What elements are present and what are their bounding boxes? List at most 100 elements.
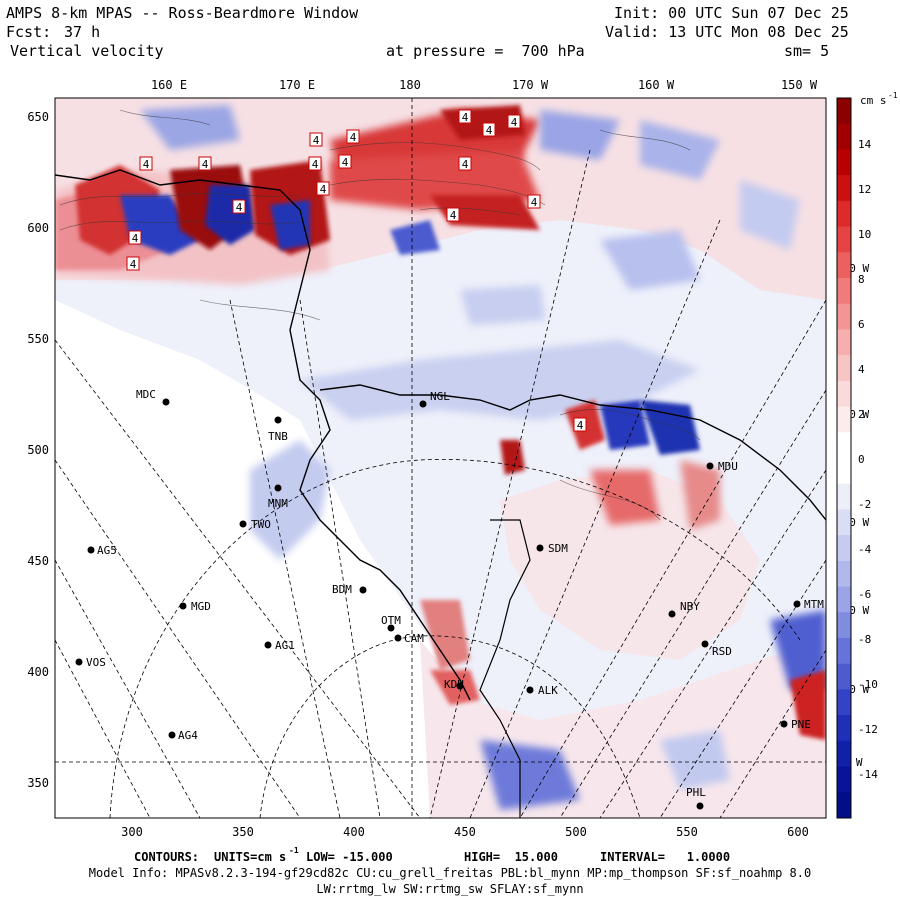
contour-label: 4 bbox=[527, 194, 541, 209]
contours-label: CONTOURS: bbox=[134, 850, 200, 864]
x-axis: 300 350 400 450 500 550 600 bbox=[121, 825, 809, 839]
contour-label: 4 bbox=[458, 156, 472, 171]
colorbar-segment bbox=[837, 149, 851, 176]
svg-text:MNM: MNM bbox=[268, 497, 288, 510]
y-tick: 600 bbox=[27, 221, 49, 235]
station-marker[interactable]: MDU bbox=[706, 460, 738, 473]
vertical-velocity-field bbox=[55, 98, 826, 818]
y-tick: 500 bbox=[27, 443, 49, 457]
colorbar-segment bbox=[837, 792, 851, 819]
station-marker[interactable]: CAM bbox=[394, 632, 425, 645]
station-marker[interactable]: AG5 bbox=[87, 544, 117, 557]
forecast-label: Fcst: bbox=[6, 23, 52, 41]
colorbar-label: -12 bbox=[858, 723, 878, 736]
station-marker[interactable]: NBY bbox=[668, 600, 701, 618]
station-marker[interactable]: OTM bbox=[381, 614, 401, 632]
colorbar-segment bbox=[837, 355, 851, 382]
svg-text:CAM: CAM bbox=[404, 632, 424, 645]
plot-frame bbox=[54, 97, 827, 819]
contour-label: 4 bbox=[198, 156, 212, 171]
colorbar-segment bbox=[837, 200, 851, 228]
svg-text:4: 4 bbox=[312, 158, 319, 171]
station-marker[interactable]: TWO bbox=[239, 518, 271, 531]
svg-text:4: 4 bbox=[486, 124, 493, 137]
svg-text:4: 4 bbox=[462, 158, 469, 171]
contour-label: 4 bbox=[458, 109, 472, 124]
interval-value: INTERVAL= 1.0000 bbox=[600, 850, 731, 864]
colorbar-segment bbox=[837, 586, 851, 613]
station-marker[interactable]: KDH bbox=[444, 678, 464, 691]
colorbar-segment bbox=[837, 740, 851, 768]
station-marker[interactable]: MGD bbox=[179, 600, 211, 613]
smoothing-value: sm= 5 bbox=[784, 42, 830, 60]
colorbar-units-label: cm s bbox=[860, 94, 887, 107]
svg-text:4: 4 bbox=[350, 131, 357, 144]
x-tick: 300 bbox=[121, 825, 143, 839]
x-tick: 550 bbox=[676, 825, 698, 839]
station-marker[interactable]: BDM bbox=[332, 583, 367, 596]
station-marker[interactable]: AG4 bbox=[168, 729, 199, 742]
colorbar-segment bbox=[837, 509, 851, 536]
colorbar-segment bbox=[837, 612, 851, 639]
svg-text:TNB: TNB bbox=[268, 430, 288, 443]
station-marker[interactable]: SDM bbox=[536, 542, 569, 555]
colorbar-segment bbox=[837, 483, 851, 510]
colorbar-label: 12 bbox=[858, 183, 871, 196]
lon-label: 170 E bbox=[279, 78, 315, 92]
contour-label: 4 bbox=[308, 156, 322, 171]
forecast-hour: 37 h bbox=[64, 23, 101, 41]
station-marker[interactable]: ALK bbox=[526, 684, 559, 697]
pressure-level: at pressure = 700 hPa bbox=[386, 42, 585, 60]
svg-text:4: 4 bbox=[511, 116, 518, 129]
units-exponent: -1 bbox=[289, 846, 299, 855]
station-marker[interactable]: PNE bbox=[780, 718, 811, 731]
lon-label: 150 W bbox=[781, 78, 818, 92]
colorbar-label: -4 bbox=[858, 543, 872, 556]
contour-label: 4 bbox=[232, 199, 246, 214]
svg-text:SDM: SDM bbox=[548, 542, 568, 555]
station-marker[interactable]: RSD bbox=[701, 640, 732, 659]
lon-label: 170 W bbox=[512, 78, 549, 92]
contour-label: 4 bbox=[573, 417, 587, 432]
colorbar-label: 4 bbox=[858, 363, 865, 376]
station-marker[interactable]: NGL bbox=[419, 390, 451, 408]
colorbar-segment bbox=[837, 432, 851, 459]
station-marker[interactable]: MDC bbox=[136, 388, 170, 406]
init-time: Init: 00 UTC Sun 07 Dec 25 bbox=[614, 4, 849, 22]
y-tick: 650 bbox=[27, 110, 49, 124]
station-marker[interactable]: VOS bbox=[75, 656, 106, 669]
svg-text:MGD: MGD bbox=[191, 600, 211, 613]
station-marker[interactable]: PHL bbox=[686, 786, 706, 810]
colorbar-segment bbox=[837, 458, 851, 485]
svg-text:4: 4 bbox=[236, 201, 243, 214]
valid-time: Valid: 13 UTC Mon 08 Dec 25 bbox=[605, 23, 849, 41]
contour-lines bbox=[59, 109, 701, 521]
colorbar-labels: 14 12 10 8 6 4 2 0 -2 -4 -6 -8 -10 -12 -… bbox=[858, 138, 878, 781]
svg-text:4: 4 bbox=[130, 258, 137, 271]
colorbar-segment bbox=[837, 689, 851, 716]
station-marker[interactable]: MNM bbox=[268, 484, 288, 511]
svg-text:4: 4 bbox=[313, 134, 320, 147]
top-longitude-labels: 160 E 170 E 180 170 W 160 W 150 W bbox=[151, 78, 818, 92]
station-marker[interactable]: TNB bbox=[268, 416, 288, 444]
contour-label: 4 bbox=[338, 154, 352, 169]
contour-label: 4 bbox=[316, 181, 330, 196]
colorbar-label: 10 bbox=[858, 228, 871, 241]
model-info: Model Info: MPASv8.2.3-194-gf29cd82c CU:… bbox=[88, 866, 812, 880]
map-title: AMPS 8-km MPAS -- Ross-Beardmore Window bbox=[6, 4, 359, 22]
colorbar-segment bbox=[837, 329, 851, 356]
lon-label: 160 E bbox=[151, 78, 187, 92]
contour-value-labels: 4 4 4 4 4 4 4 4 4 4 4 4 4 4 4 4 4 bbox=[126, 109, 587, 432]
colorbar-segment bbox=[837, 560, 851, 588]
colorbar bbox=[836, 97, 852, 819]
svg-text:4: 4 bbox=[202, 158, 209, 171]
colorbar-label: -6 bbox=[858, 588, 871, 601]
station-marker[interactable]: MTM bbox=[793, 598, 825, 611]
colorbar-segment bbox=[837, 123, 851, 150]
svg-text:KDH: KDH bbox=[444, 678, 464, 691]
svg-text:NGL: NGL bbox=[430, 390, 450, 403]
colorbar-segment bbox=[837, 766, 851, 793]
station-marker[interactable]: AG1 bbox=[264, 639, 295, 652]
svg-text:RSD: RSD bbox=[712, 645, 732, 658]
